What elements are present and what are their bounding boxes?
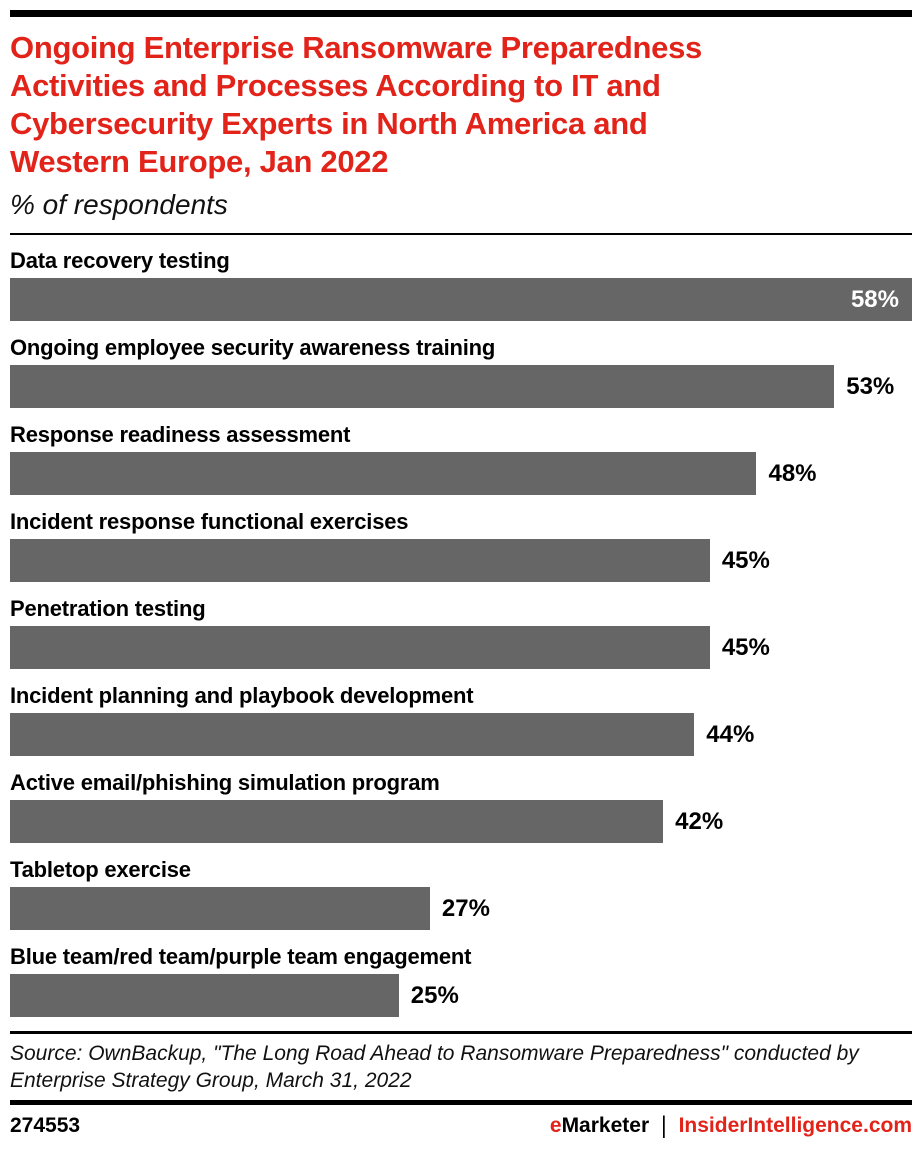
value-label: 53% (846, 372, 895, 400)
chart-row: Tabletop exercise 27% (10, 857, 912, 930)
chart-row: Response readiness assessment 48% (10, 422, 912, 495)
bar-track: 25% (10, 974, 912, 1017)
bar (10, 452, 757, 495)
insider-intelligence-logo: InsiderIntelligence.com (678, 1114, 912, 1137)
bar-track: 58% (10, 278, 912, 321)
bar-track: 27% (10, 887, 912, 930)
value-label: 25% (410, 981, 459, 1009)
chart-row: Active email/phishing simulation program… (10, 770, 912, 843)
chart-id: 274553 (10, 1114, 81, 1137)
footer: 274553 eMarketer | InsiderIntelligence.c… (10, 1112, 912, 1139)
value-label: 48% (768, 459, 817, 487)
bar-track: 45% (10, 626, 912, 669)
chart-row: Penetration testing 45% (10, 596, 912, 669)
value-label: 44% (706, 720, 755, 748)
header-divider (10, 233, 912, 235)
category-label: Penetration testing (10, 596, 206, 621)
source-note: Source: OwnBackup, "The Long Road Ahead … (10, 1042, 859, 1092)
bar (10, 365, 835, 408)
value-label: 42% (675, 807, 724, 835)
bar: 58% (10, 278, 912, 321)
category-label: Response readiness assessment (10, 422, 351, 447)
bar (10, 539, 710, 582)
emarketer-logo-e: e (549, 1114, 562, 1137)
chart-subtitle: % of respondents (10, 189, 228, 220)
bar (10, 974, 399, 1017)
bar (10, 626, 710, 669)
category-label: Active email/phishing simulation program (10, 770, 440, 795)
bar-track: 42% (10, 800, 912, 843)
emarketer-logo: eMarketer (550, 1114, 649, 1138)
chart-row: Incident response functional exercises 4… (10, 509, 912, 582)
bar-track: 53% (10, 365, 912, 408)
chart-row: Incident planning and playbook developme… (10, 683, 912, 756)
category-label: Incident response functional exercises (10, 509, 409, 534)
bar-track: 44% (10, 713, 912, 756)
bar (10, 887, 430, 930)
category-label: Incident planning and playbook developme… (10, 683, 474, 708)
chart-row: Ongoing employee security awareness trai… (10, 335, 912, 408)
category-label: Blue team/red team/purple team engagemen… (10, 944, 472, 969)
chart-title: Ongoing Enterprise Ransomware Preparedne… (10, 30, 702, 179)
category-label: Tabletop exercise (10, 857, 191, 882)
category-label: Ongoing employee security awareness trai… (10, 335, 496, 360)
value-label: 27% (441, 894, 490, 922)
value-label: 58% (850, 285, 899, 313)
source-divider (10, 1031, 912, 1034)
bar-chart: Data recovery testing 58% Ongoing employ… (10, 248, 912, 1017)
footer-divider (10, 1100, 912, 1105)
bar-track: 48% (10, 452, 912, 495)
category-label: Data recovery testing (10, 248, 230, 273)
value-label: 45% (721, 633, 770, 661)
chart-row: Data recovery testing 58% (10, 248, 912, 321)
brand-separator: | (661, 1112, 667, 1139)
emarketer-logo-rest: Marketer (561, 1114, 650, 1137)
value-label: 45% (721, 546, 770, 574)
bar-track: 45% (10, 539, 912, 582)
bar (10, 800, 664, 843)
top-rule (10, 10, 912, 17)
bar (10, 713, 695, 756)
brand-block: eMarketer | InsiderIntelligence.com (550, 1112, 912, 1139)
chart-row: Blue team/red team/purple team engagemen… (10, 944, 912, 1017)
